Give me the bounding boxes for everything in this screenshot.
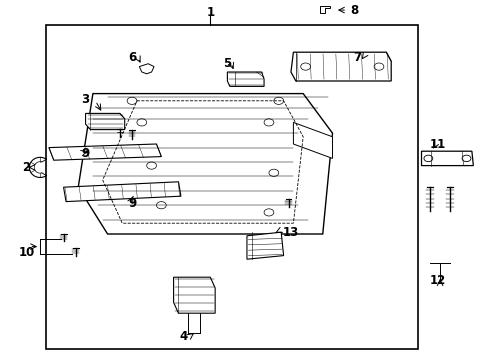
Polygon shape: [227, 72, 264, 86]
Text: 2: 2: [22, 161, 30, 174]
Polygon shape: [139, 64, 154, 74]
Text: 9: 9: [128, 197, 136, 210]
Text: 1: 1: [206, 6, 214, 19]
Text: 6: 6: [128, 51, 136, 64]
Text: 13: 13: [282, 226, 299, 239]
Polygon shape: [246, 232, 283, 259]
Polygon shape: [49, 144, 161, 160]
Text: 10: 10: [19, 246, 35, 258]
Polygon shape: [63, 182, 181, 202]
Text: 11: 11: [428, 138, 445, 150]
Polygon shape: [290, 52, 390, 81]
Text: 4: 4: [179, 330, 187, 343]
Polygon shape: [85, 113, 124, 130]
Text: 9: 9: [81, 147, 89, 159]
Polygon shape: [78, 94, 332, 234]
Polygon shape: [320, 6, 329, 13]
Bar: [46, 25, 417, 349]
Polygon shape: [421, 151, 472, 166]
Text: 12: 12: [428, 274, 445, 287]
Polygon shape: [293, 122, 332, 158]
Polygon shape: [173, 277, 215, 313]
Text: 3: 3: [81, 93, 89, 105]
Text: 5: 5: [223, 57, 231, 69]
Text: 7: 7: [352, 51, 360, 64]
Text: 8: 8: [350, 4, 358, 17]
